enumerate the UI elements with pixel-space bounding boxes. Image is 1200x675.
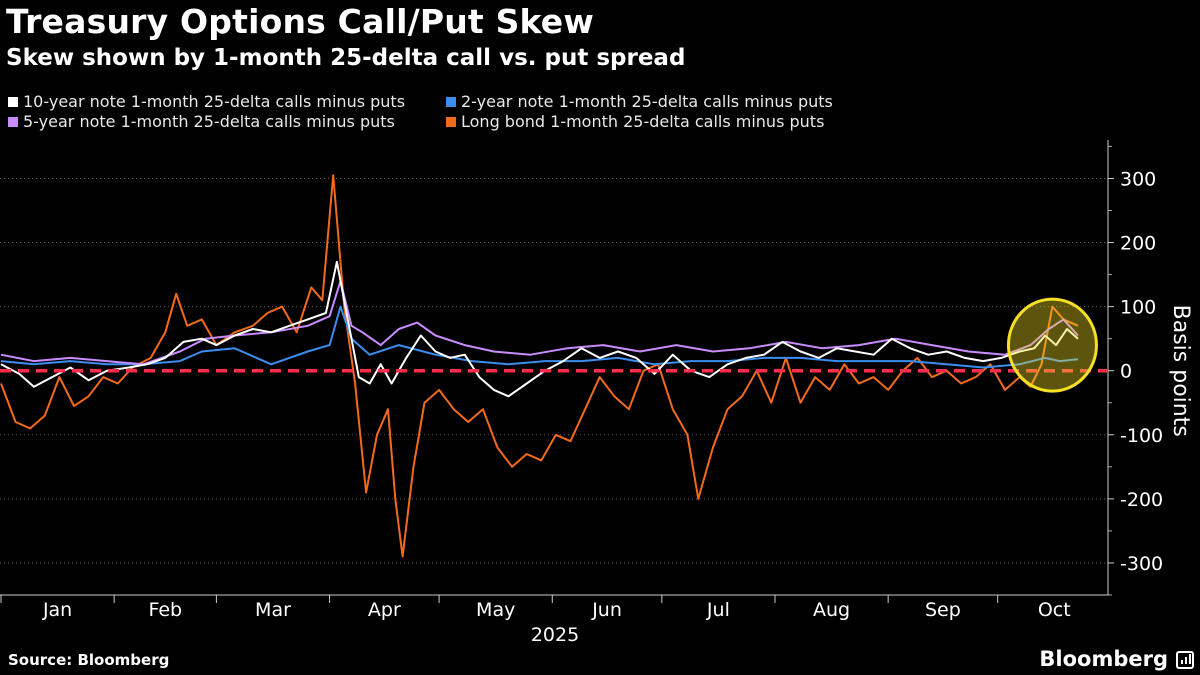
legend-swatch — [446, 117, 456, 127]
x-tick-label: May — [476, 599, 515, 621]
bloomberg-icon — [1176, 651, 1194, 669]
x-tick-label: Aug — [813, 599, 850, 621]
x-tick-label: Jan — [42, 599, 72, 621]
legend-item-5-year: 5-year note 1-month 25-delta calls minus… — [8, 112, 395, 131]
x-tick-label: Oct — [1038, 599, 1071, 621]
y-tick-label: -300 — [1120, 553, 1163, 575]
legend-item-2-year: 2-year note 1-month 25-delta calls minus… — [446, 92, 833, 111]
line-chart: 300 200 100 0 -100 -200 -300 Basis points Jan Feb… — [0, 140, 1193, 646]
x-tick-label: Mar — [255, 599, 291, 621]
legend-label: 5-year note 1-month 25-delta calls minus… — [23, 112, 395, 131]
legend-item-long-bond: Long bond 1-month 25-delta calls minus p… — [446, 112, 824, 131]
y-tick-label: -200 — [1120, 489, 1163, 511]
x-tick-label: Jun — [591, 599, 622, 621]
x-axis-label: 2025 — [531, 624, 579, 646]
highlight-circle — [1006, 297, 1098, 393]
x-tick-label: Apr — [368, 599, 401, 621]
legend-label: Long bond 1-month 25-delta calls minus p… — [461, 112, 825, 131]
series-line-1 — [0, 305, 1079, 369]
y-axis-label: Basis points — [1168, 305, 1193, 437]
chart-title: Treasury Options Call/Put Skew — [6, 2, 595, 41]
chart-subtitle: Skew shown by 1-month 25-delta call vs. … — [6, 45, 686, 71]
y-tick-label: 0 — [1120, 361, 1132, 383]
x-tick-label: Feb — [148, 599, 182, 621]
series-line-2 — [0, 280, 1079, 366]
y-tick-label: 300 — [1120, 168, 1156, 190]
legend-swatch — [446, 97, 456, 107]
y-tick-label: 200 — [1120, 233, 1156, 255]
legend-swatch — [8, 117, 18, 127]
brand-logo: Bloomberg — [1039, 647, 1168, 671]
legend-label: 2-year note 1-month 25-delta calls minus… — [461, 92, 833, 111]
legend-swatch — [8, 97, 18, 107]
y-tick-label: -100 — [1120, 425, 1163, 447]
series-line-0 — [0, 260, 1079, 398]
x-tick-label: Jul — [706, 599, 730, 621]
legend-item-10-year: 10-year note 1-month 25-delta calls minu… — [8, 92, 405, 111]
source-note: Source: Bloomberg — [8, 651, 170, 669]
x-tick-label: Sep — [925, 599, 961, 621]
y-tick-label: 100 — [1120, 297, 1156, 319]
legend-label: 10-year note 1-month 25-delta calls minu… — [23, 92, 406, 111]
